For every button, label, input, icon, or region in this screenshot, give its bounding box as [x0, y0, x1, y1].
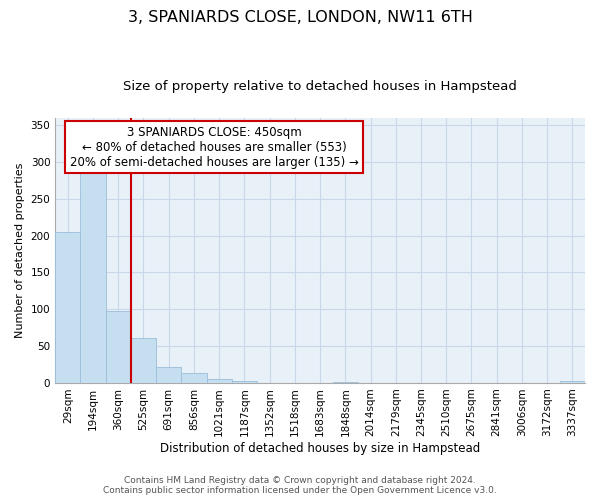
Bar — [106, 312, 131, 383]
Bar — [181, 374, 206, 383]
Y-axis label: Number of detached properties: Number of detached properties — [15, 162, 25, 338]
Bar — [560, 382, 585, 383]
Bar — [332, 382, 358, 383]
Bar — [131, 338, 156, 383]
Bar — [232, 382, 257, 383]
Bar — [55, 232, 80, 383]
Bar — [156, 368, 181, 383]
Title: Size of property relative to detached houses in Hampstead: Size of property relative to detached ho… — [123, 80, 517, 93]
Text: 3, SPANIARDS CLOSE, LONDON, NW11 6TH: 3, SPANIARDS CLOSE, LONDON, NW11 6TH — [128, 10, 472, 25]
Text: 3 SPANIARDS CLOSE: 450sqm
← 80% of detached houses are smaller (553)
20% of semi: 3 SPANIARDS CLOSE: 450sqm ← 80% of detac… — [70, 126, 359, 168]
X-axis label: Distribution of detached houses by size in Hampstead: Distribution of detached houses by size … — [160, 442, 480, 455]
Bar — [206, 379, 232, 383]
Bar — [80, 170, 106, 383]
Text: Contains HM Land Registry data © Crown copyright and database right 2024.
Contai: Contains HM Land Registry data © Crown c… — [103, 476, 497, 495]
